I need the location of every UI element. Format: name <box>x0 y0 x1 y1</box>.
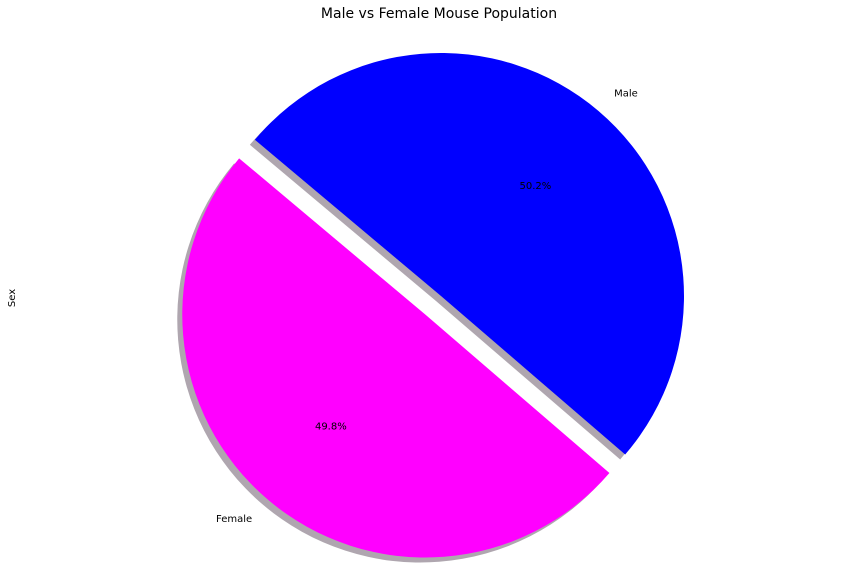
pie-slice-female <box>182 158 610 558</box>
slice-label-female: Female <box>216 514 252 525</box>
slice-layer <box>182 53 684 558</box>
label-layer: Female 49.8% Male 50.2% <box>216 88 638 525</box>
pct-label-female: 49.8% <box>315 422 347 433</box>
chart-title: Male vs Female Mouse Population <box>321 6 557 22</box>
y-axis-label: Sex <box>7 289 18 307</box>
pct-label-male: 50.2% <box>520 181 552 192</box>
slice-label-male: Male <box>614 88 638 99</box>
pie-slice-male <box>254 53 684 455</box>
